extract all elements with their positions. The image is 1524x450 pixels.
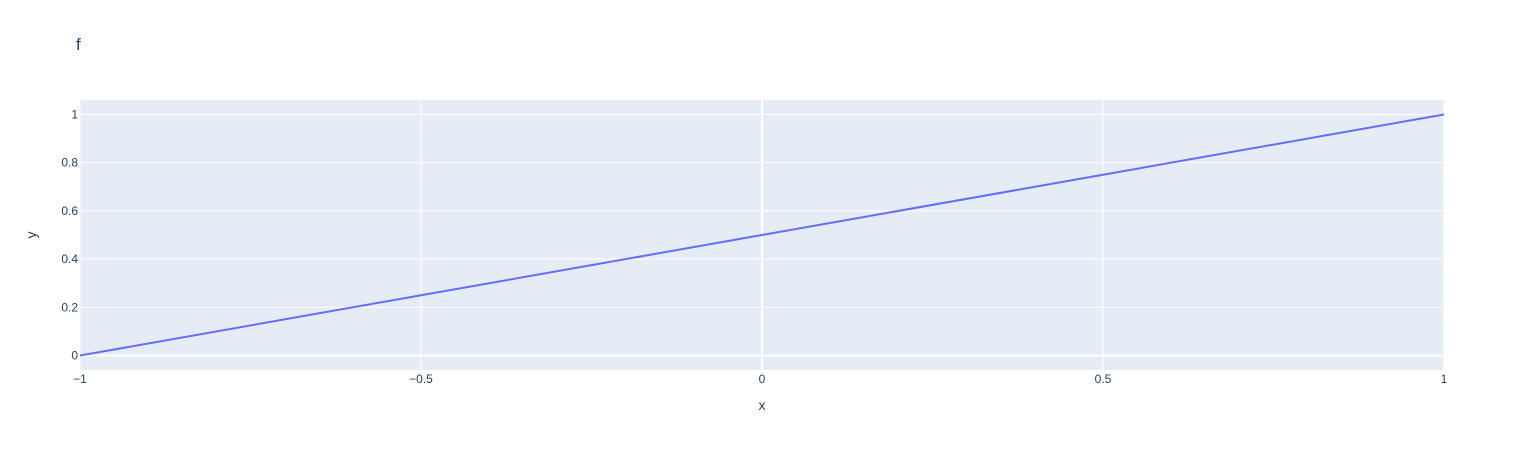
x-tick-label: −0.5 xyxy=(409,372,433,386)
x-tick-label: 0 xyxy=(759,372,766,386)
series-line xyxy=(79,113,1445,357)
x-axis-title: x xyxy=(759,397,766,413)
x-tick-label: 0.5 xyxy=(1095,372,1112,386)
grid-lines xyxy=(79,100,1445,370)
series-layer xyxy=(79,113,1445,357)
y-axis-title: y xyxy=(23,232,39,239)
y-tick-label: 0.2 xyxy=(61,300,78,314)
x-tick-label: −1 xyxy=(73,372,87,386)
y-tick-label: 0.6 xyxy=(61,204,78,218)
y-axis-ticks: 0 0.2 0.4 0.6 0.8 1 xyxy=(61,107,78,362)
x-axis-ticks: −1 −0.5 0 0.5 1 xyxy=(73,372,1448,386)
x-tick-label: 1 xyxy=(1441,372,1448,386)
chart-title: f xyxy=(76,35,81,54)
y-tick-label: 0 xyxy=(71,349,78,363)
y-tick-label: 1 xyxy=(71,107,78,121)
y-tick-label: 0.8 xyxy=(61,156,78,170)
y-tick-label: 0.4 xyxy=(61,252,78,266)
